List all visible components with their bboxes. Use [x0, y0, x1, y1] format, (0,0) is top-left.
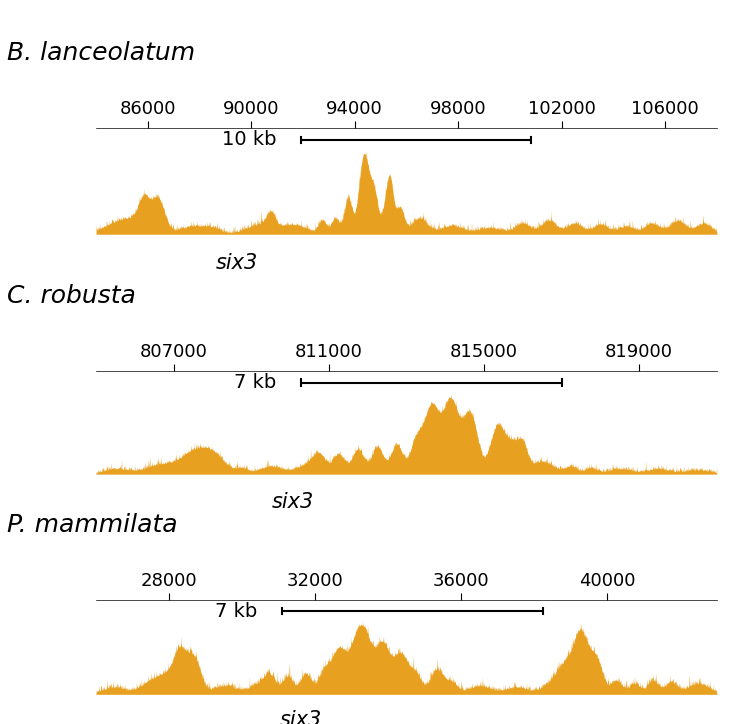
Bar: [503, 497, 519, 507]
Text: B. lanceolatum: B. lanceolatum: [7, 41, 196, 64]
Text: 7 kb: 7 kb: [215, 602, 257, 620]
Bar: [480, 715, 505, 724]
Text: C. robusta: C. robusta: [7, 284, 136, 308]
Text: 7 kb: 7 kb: [234, 373, 276, 392]
Bar: [342, 258, 375, 268]
Bar: [426, 497, 453, 507]
Text: P. mammilata: P. mammilata: [7, 513, 178, 537]
Bar: [589, 715, 607, 724]
Bar: [534, 715, 553, 724]
Text: six3: six3: [280, 710, 322, 724]
Bar: [636, 715, 681, 724]
Text: six3: six3: [271, 492, 314, 512]
Bar: [581, 497, 620, 507]
Text: six3: six3: [216, 253, 258, 273]
Text: 10 kb: 10 kb: [222, 130, 276, 149]
Bar: [588, 258, 691, 268]
